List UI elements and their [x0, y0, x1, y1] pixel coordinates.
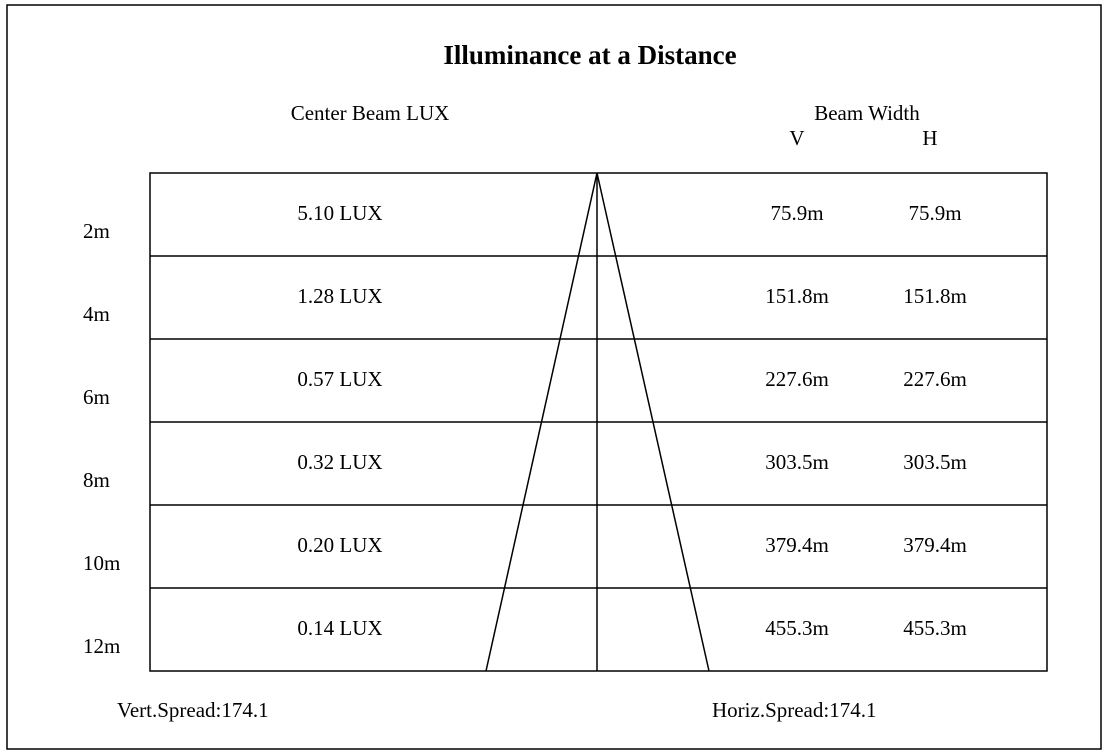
beam-v: 227.6m — [765, 367, 829, 391]
beam-v: 379.4m — [765, 533, 829, 557]
lux: 0.57 LUX — [297, 367, 382, 391]
distance: 6m — [83, 385, 110, 409]
title: Illuminance at a Distance — [443, 40, 736, 70]
lux: 1.28 LUX — [297, 284, 382, 308]
v-header: V — [789, 126, 804, 150]
beam-v: 75.9m — [770, 201, 823, 225]
lux: 0.14 LUX — [297, 616, 382, 640]
distance: 2m — [83, 219, 110, 243]
beam-v: 303.5m — [765, 450, 829, 474]
h-header: H — [922, 126, 937, 150]
distance: 10m — [83, 551, 120, 575]
beam-h: 75.9m — [908, 201, 961, 225]
beam-h: 379.4m — [903, 533, 967, 557]
horiz-spread: Horiz.Spread:174.1 — [712, 698, 876, 722]
lux: 0.32 LUX — [297, 450, 382, 474]
distance: 4m — [83, 302, 110, 326]
distance: 8m — [83, 468, 110, 492]
distance: 12m — [83, 634, 120, 658]
frame — [6, 4, 1102, 750]
vert-spread: Vert.Spread:174.1 — [117, 698, 269, 722]
beam-h: 303.5m — [903, 450, 967, 474]
beam-v: 151.8m — [765, 284, 829, 308]
lux-header: Center Beam LUX — [291, 101, 450, 125]
lux: 5.10 LUX — [297, 201, 382, 225]
beam-h: 455.3m — [903, 616, 967, 640]
beam-h: 151.8m — [903, 284, 967, 308]
beam-width-header: Beam Width — [814, 101, 920, 125]
beam-h: 227.6m — [903, 367, 967, 391]
lux: 0.20 LUX — [297, 533, 382, 557]
beam-v: 455.3m — [765, 616, 829, 640]
